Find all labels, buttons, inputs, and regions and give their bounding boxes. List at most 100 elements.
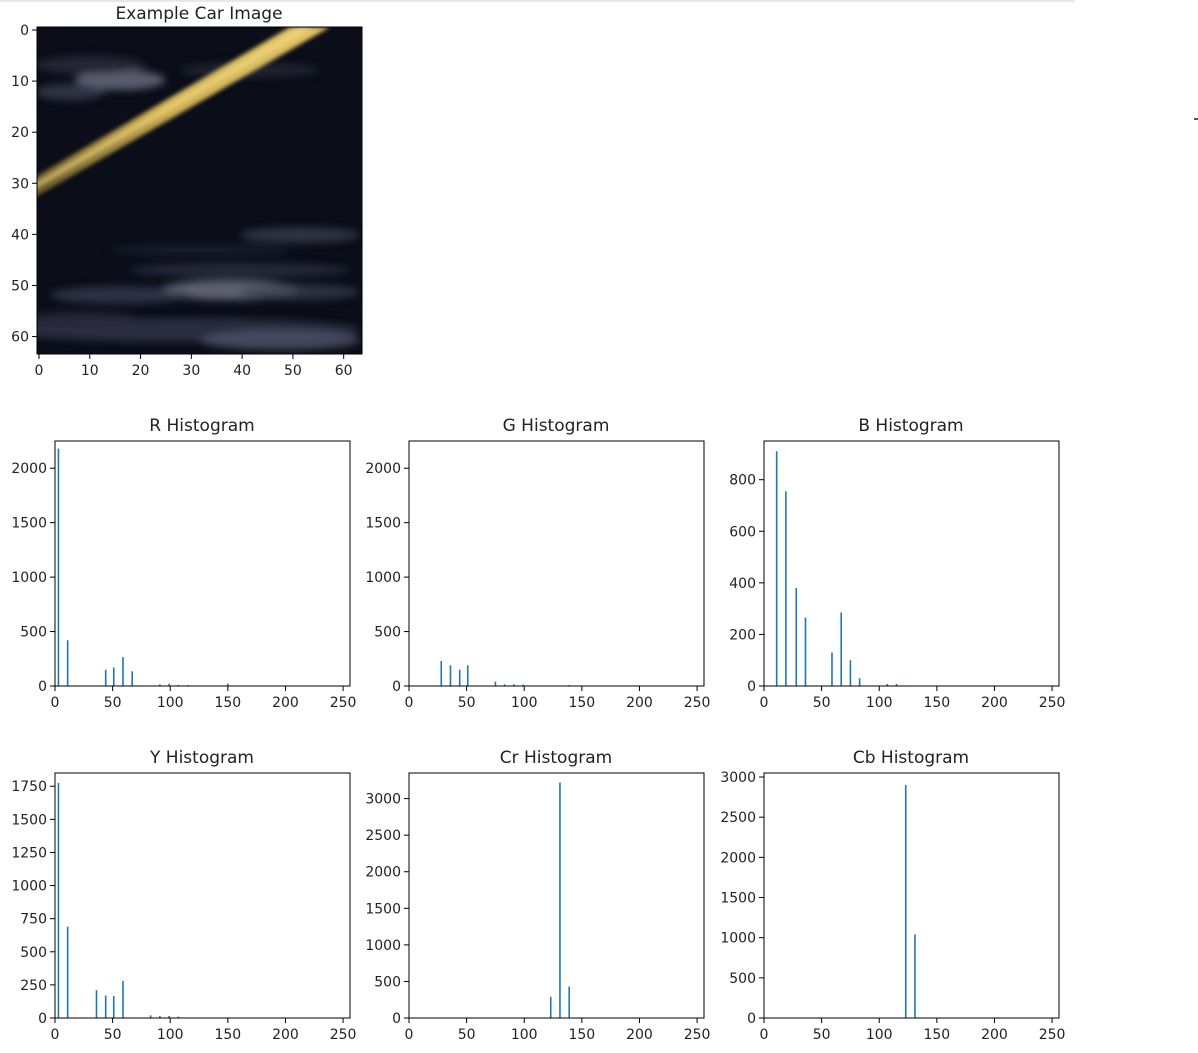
x-tick-label: 150 — [568, 695, 595, 711]
y-tick-label: 0 — [20, 23, 29, 39]
x-tick-label: 150 — [214, 695, 241, 711]
x-tick-label: 100 — [157, 1027, 184, 1043]
histogram-bar — [227, 683, 229, 686]
y-tick-label: 500 — [20, 625, 47, 641]
y-tick-label: 1500 — [11, 516, 47, 532]
r-histogram-panel: R Histogram 0 50 100 150 200 250 0 500 1000 1500 2… — [11, 416, 356, 711]
cr-histogram-panel: Cr Histogram 0 50 100 150 200 250050010001500… — [365, 748, 710, 1043]
y-tick-label: 400 — [729, 576, 756, 592]
y-tick-label: 2000 — [720, 850, 756, 866]
x-tick-label: 250 — [330, 1027, 357, 1043]
x-tick-label: 200 — [272, 695, 299, 711]
b-histogram-title: B Histogram — [858, 416, 963, 436]
y-tick-label: 0 — [38, 679, 47, 695]
plot-frame — [408, 440, 705, 687]
x-tick-label: 150 — [568, 1027, 595, 1043]
histogram-bar — [177, 684, 180, 686]
histogram-bar — [449, 665, 452, 686]
histogram-bar — [159, 684, 161, 686]
histogram-bar — [168, 683, 170, 686]
example-car-image-title: Example Car Image — [115, 4, 282, 24]
y-tick-label: 1500 — [11, 812, 47, 828]
plot-frame — [54, 772, 351, 1019]
bars — [57, 782, 180, 1018]
y-tick-label: 750 — [20, 912, 47, 928]
y-tick-label: 500 — [20, 945, 47, 961]
bars — [440, 660, 570, 686]
bars — [549, 782, 570, 1018]
histogram-bar — [95, 990, 98, 1018]
histogram-bar — [503, 684, 506, 686]
histogram-bar — [904, 785, 907, 1018]
edge-tick-mark — [1194, 118, 1198, 120]
x-tick-label: 50 — [458, 1027, 476, 1043]
y-tick-label: 2000 — [11, 461, 47, 477]
cr-histogram-title: Cr Histogram — [500, 748, 612, 768]
bars — [904, 785, 916, 1018]
histogram-bar — [522, 684, 524, 686]
histogram-bar — [458, 669, 461, 686]
x-tick-label: 250 — [1039, 1027, 1066, 1043]
x-tick-label: 150 — [923, 1027, 950, 1043]
y-tick-label: 1500 — [365, 516, 401, 532]
x-tick-label: 150 — [923, 695, 950, 711]
y-tick-label: 10 — [11, 74, 29, 90]
y-tick-label: 60 — [11, 330, 29, 346]
y-tick-labels: 0 500 1000 1500 2000 2500 3000 — [365, 792, 409, 1027]
y-tick-label: 200 — [729, 627, 756, 643]
histogram-bar — [168, 1016, 170, 1018]
histogram-bar — [104, 669, 107, 686]
x-tick-label: 0 — [51, 1027, 60, 1043]
histogram-bar — [549, 996, 552, 1018]
y-tick-label: 0 — [747, 1011, 756, 1027]
y-tick-label: 1250 — [11, 845, 47, 861]
histogram-bar — [177, 1016, 180, 1018]
histogram-bar — [66, 926, 69, 1018]
histogram-bar — [513, 684, 515, 686]
histogram-bar — [795, 588, 798, 686]
y-tick-label: 2000 — [365, 865, 401, 881]
histogram-bar — [895, 683, 898, 686]
x-tick-label: 200 — [626, 695, 653, 711]
x-tick-labels: 0 10 20 30 40 50 60 — [35, 354, 353, 379]
y-tick-label: 1000 — [11, 570, 47, 586]
x-tick-label: 30 — [182, 363, 200, 379]
y-tick-label: 250 — [20, 978, 47, 994]
x-tick-label: 200 — [981, 1027, 1008, 1043]
x-tick-label: 250 — [684, 1027, 711, 1043]
histogram-bar — [775, 451, 778, 686]
x-tick-label: 100 — [866, 1027, 893, 1043]
x-tick-labels: 0 50 100 150 200 250 — [760, 686, 1066, 711]
histogram-bar — [159, 1016, 161, 1018]
x-tick-label: 10 — [81, 363, 99, 379]
x-tick-label: 250 — [1039, 695, 1066, 711]
y-tick-label: 20 — [11, 125, 29, 141]
y-tick-label: 1500 — [720, 891, 756, 907]
x-tick-labels: 0 50 100 150 200 250 — [760, 1018, 1066, 1043]
histogram-bar — [66, 640, 69, 686]
x-tick-labels: 0 50 100 150 200 250 — [405, 1018, 711, 1043]
top-divider — [0, 0, 1075, 2]
x-tick-labels: 0 50 100 150 200 250 — [51, 1018, 357, 1043]
y-tick-label: 1000 — [365, 570, 401, 586]
x-tick-labels: 0 50 100 150 200 250 — [51, 686, 357, 711]
x-tick-label: 250 — [330, 695, 357, 711]
histogram-bar — [568, 986, 570, 1018]
x-tick-label: 50 — [104, 695, 122, 711]
x-tick-label: 50 — [104, 1027, 122, 1043]
y-tick-label: 40 — [11, 227, 29, 243]
histogram-bar — [131, 671, 134, 686]
x-tick-label: 0 — [405, 1027, 414, 1043]
cb-histogram-panel: Cb Histogram 0 50 100 150 200 250050010001500… — [720, 748, 1065, 1043]
y-tick-label: 500 — [729, 971, 756, 987]
x-tick-label: 50 — [458, 695, 476, 711]
x-tick-label: 50 — [813, 1027, 831, 1043]
y-tick-label: 500 — [374, 625, 401, 641]
y-tick-label: 0 — [392, 1011, 401, 1027]
histogram-bar — [849, 660, 852, 686]
histogram-bar — [122, 657, 124, 686]
x-tick-label: 200 — [626, 1027, 653, 1043]
x-tick-label: 60 — [335, 363, 353, 379]
cb-histogram-title: Cb Histogram — [853, 748, 969, 768]
g-histogram-panel: G Histogram 0 50 100 150 200 250 0 500 1000 1500 2… — [365, 416, 710, 711]
